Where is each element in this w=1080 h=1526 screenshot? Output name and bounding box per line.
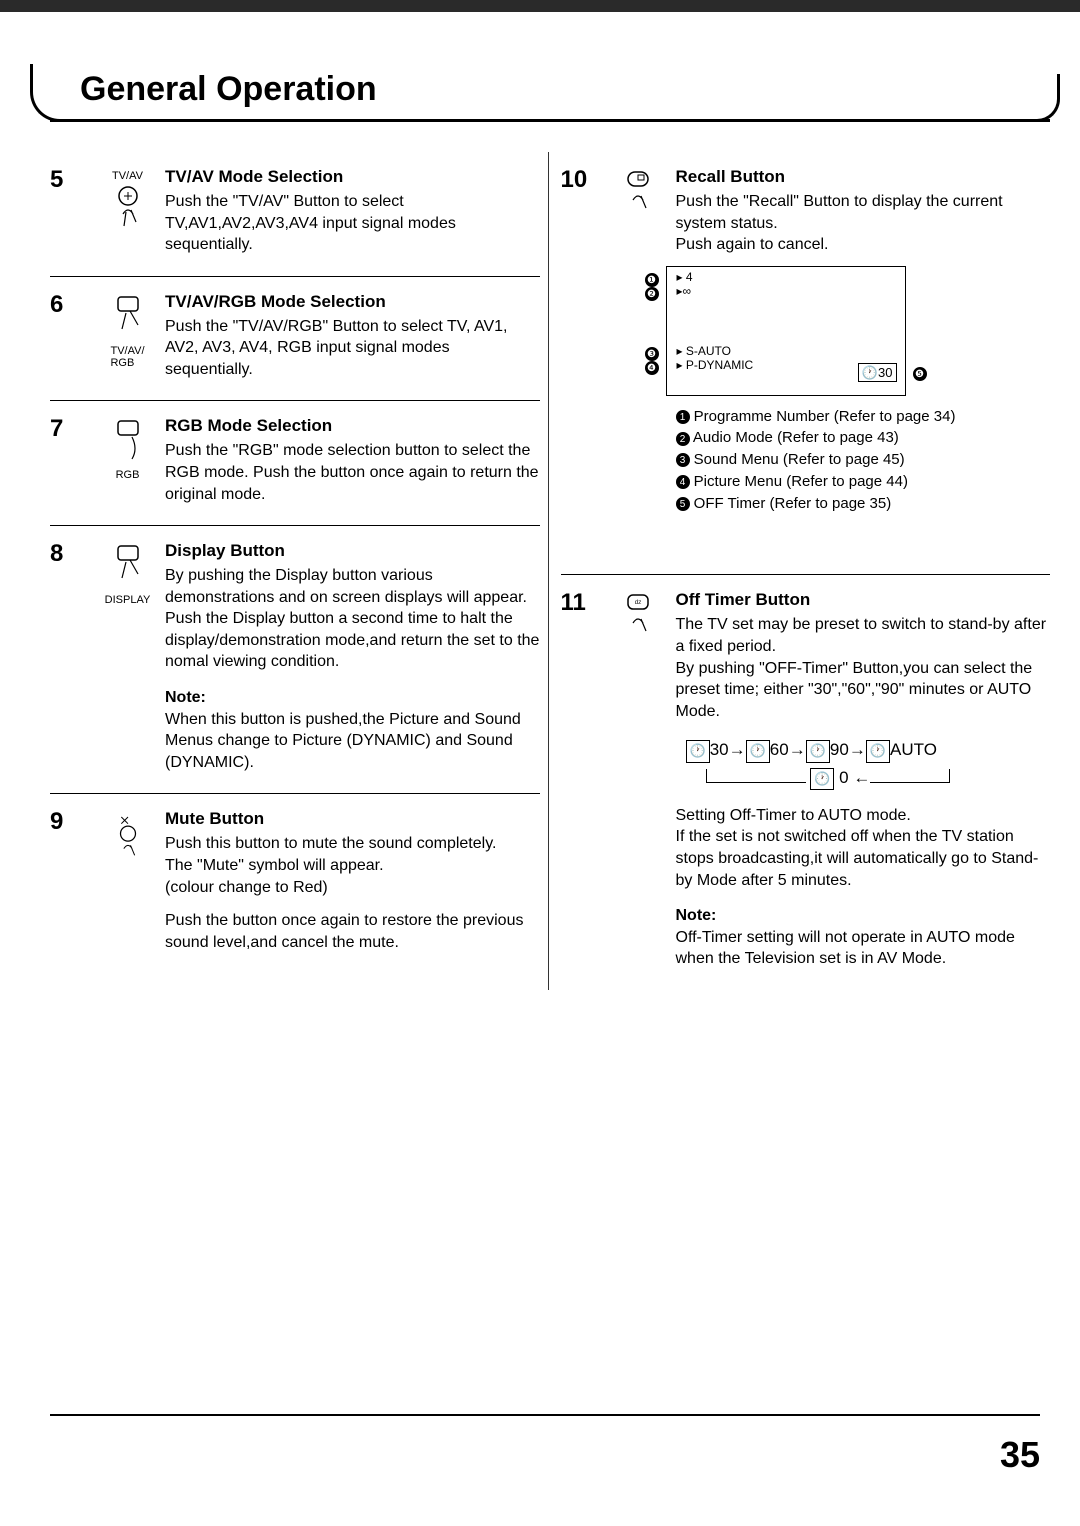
step-para2: Push the button once again to restore th… bbox=[165, 910, 540, 953]
mute-icon bbox=[90, 808, 165, 953]
step-para2: Setting Off-Timer to AUTO mode. If the s… bbox=[676, 805, 1051, 891]
recall-refs: 1 Programme Number (Refer to page 34) 2 … bbox=[676, 406, 1051, 515]
step-text: The TV set may be preset to switch to st… bbox=[676, 614, 1051, 722]
left-column: 5 TV/AV TV/AV Mode Selection Push the "T… bbox=[50, 152, 549, 990]
offtimer-icon: ᵈᶻ bbox=[601, 589, 676, 969]
step-title: RGB Mode Selection bbox=[165, 415, 540, 438]
step-number: 5 bbox=[50, 166, 90, 256]
step-text: Push the "TV/AV/RGB" Button to select TV… bbox=[165, 316, 540, 381]
page-header: General Operation bbox=[50, 70, 1050, 122]
step-6: 6 TV/AV/ RGB TV/AV/RGB Mode Selection Pu… bbox=[50, 276, 540, 401]
step-text: Push the "Recall" Button to display the … bbox=[676, 191, 1051, 256]
note-text: Off-Timer setting will not operate in AU… bbox=[676, 927, 1051, 970]
step-5: 5 TV/AV TV/AV Mode Selection Push the "T… bbox=[50, 152, 540, 276]
display-icon: DISPLAY bbox=[90, 540, 165, 773]
note-title: Note: bbox=[165, 687, 540, 709]
step-number: 11 bbox=[561, 589, 601, 969]
right-column: 10 Recall Button Push the "Recall" Butto… bbox=[549, 152, 1051, 990]
step-10: 10 Recall Button Push the "Recall" Butto… bbox=[561, 152, 1051, 534]
step-text: Push the "RGB" mode selection button to … bbox=[165, 440, 540, 505]
step-title: TV/AV Mode Selection bbox=[165, 166, 540, 189]
step-text: Push the "TV/AV" Button to select TV,AV1… bbox=[165, 191, 540, 256]
rgb-icon: RGB bbox=[90, 415, 165, 505]
step-8: 8 DISPLAY Display Button By pushing the … bbox=[50, 525, 540, 793]
step-number: 9 bbox=[50, 808, 90, 953]
tvavrgb-icon: TV/AV/ RGB bbox=[90, 291, 165, 381]
recall-diagram: ❶ ❷ ❸ ❹ ❺ ▸ 4 ▸∞ ▸ S-AUTO ▸ P-DYNAMIC 🕐3… bbox=[666, 266, 906, 396]
note-title: Note: bbox=[676, 905, 1051, 927]
step-9: 9 Mute Button Push this button to mute t… bbox=[50, 793, 540, 973]
step-title: Recall Button bbox=[676, 166, 1051, 189]
timer-diagram: 🕐30→🕐60→🕐90→🕐AUTO 🕐 0 ← bbox=[686, 736, 1051, 790]
step-title: Mute Button bbox=[165, 808, 540, 831]
content-columns: 5 TV/AV TV/AV Mode Selection Push the "T… bbox=[50, 152, 1050, 990]
page-title: General Operation bbox=[50, 70, 1050, 109]
svg-text:ᵈᶻ: ᵈᶻ bbox=[635, 598, 642, 608]
step-text: Push this button to mute the sound compl… bbox=[165, 833, 540, 898]
tvav-icon: TV/AV bbox=[90, 166, 165, 256]
step-number: 8 bbox=[50, 540, 90, 773]
step-title: Display Button bbox=[165, 540, 540, 563]
page-number: 35 bbox=[1000, 1434, 1040, 1476]
step-number: 7 bbox=[50, 415, 90, 505]
step-title: Off Timer Button bbox=[676, 589, 1051, 612]
step-11: 11 ᵈᶻ Off Timer Button The TV set may be… bbox=[561, 574, 1051, 989]
step-text: By pushing the Display button various de… bbox=[165, 565, 540, 673]
footer-rule bbox=[50, 1414, 1040, 1416]
note-text: When this button is pushed,the Picture a… bbox=[165, 709, 540, 774]
step-7: 7 RGB RGB Mode Selection Push the "RGB" … bbox=[50, 400, 540, 525]
step-number: 6 bbox=[50, 291, 90, 381]
step-title: TV/AV/RGB Mode Selection bbox=[165, 291, 540, 314]
step-number: 10 bbox=[561, 166, 601, 514]
